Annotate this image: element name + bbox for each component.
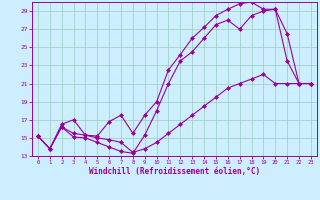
X-axis label: Windchill (Refroidissement éolien,°C): Windchill (Refroidissement éolien,°C) [89, 167, 260, 176]
